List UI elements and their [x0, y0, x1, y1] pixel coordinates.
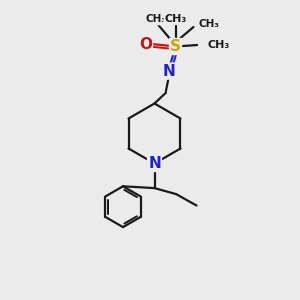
Text: S: S — [170, 39, 181, 54]
Text: N: N — [148, 156, 161, 171]
Text: O: O — [139, 37, 152, 52]
Text: CH₃: CH₃ — [164, 14, 187, 24]
Text: CH₃: CH₃ — [198, 19, 219, 29]
Text: CH₃: CH₃ — [146, 14, 167, 25]
Text: CH₃: CH₃ — [208, 40, 230, 50]
Text: N: N — [163, 64, 175, 79]
